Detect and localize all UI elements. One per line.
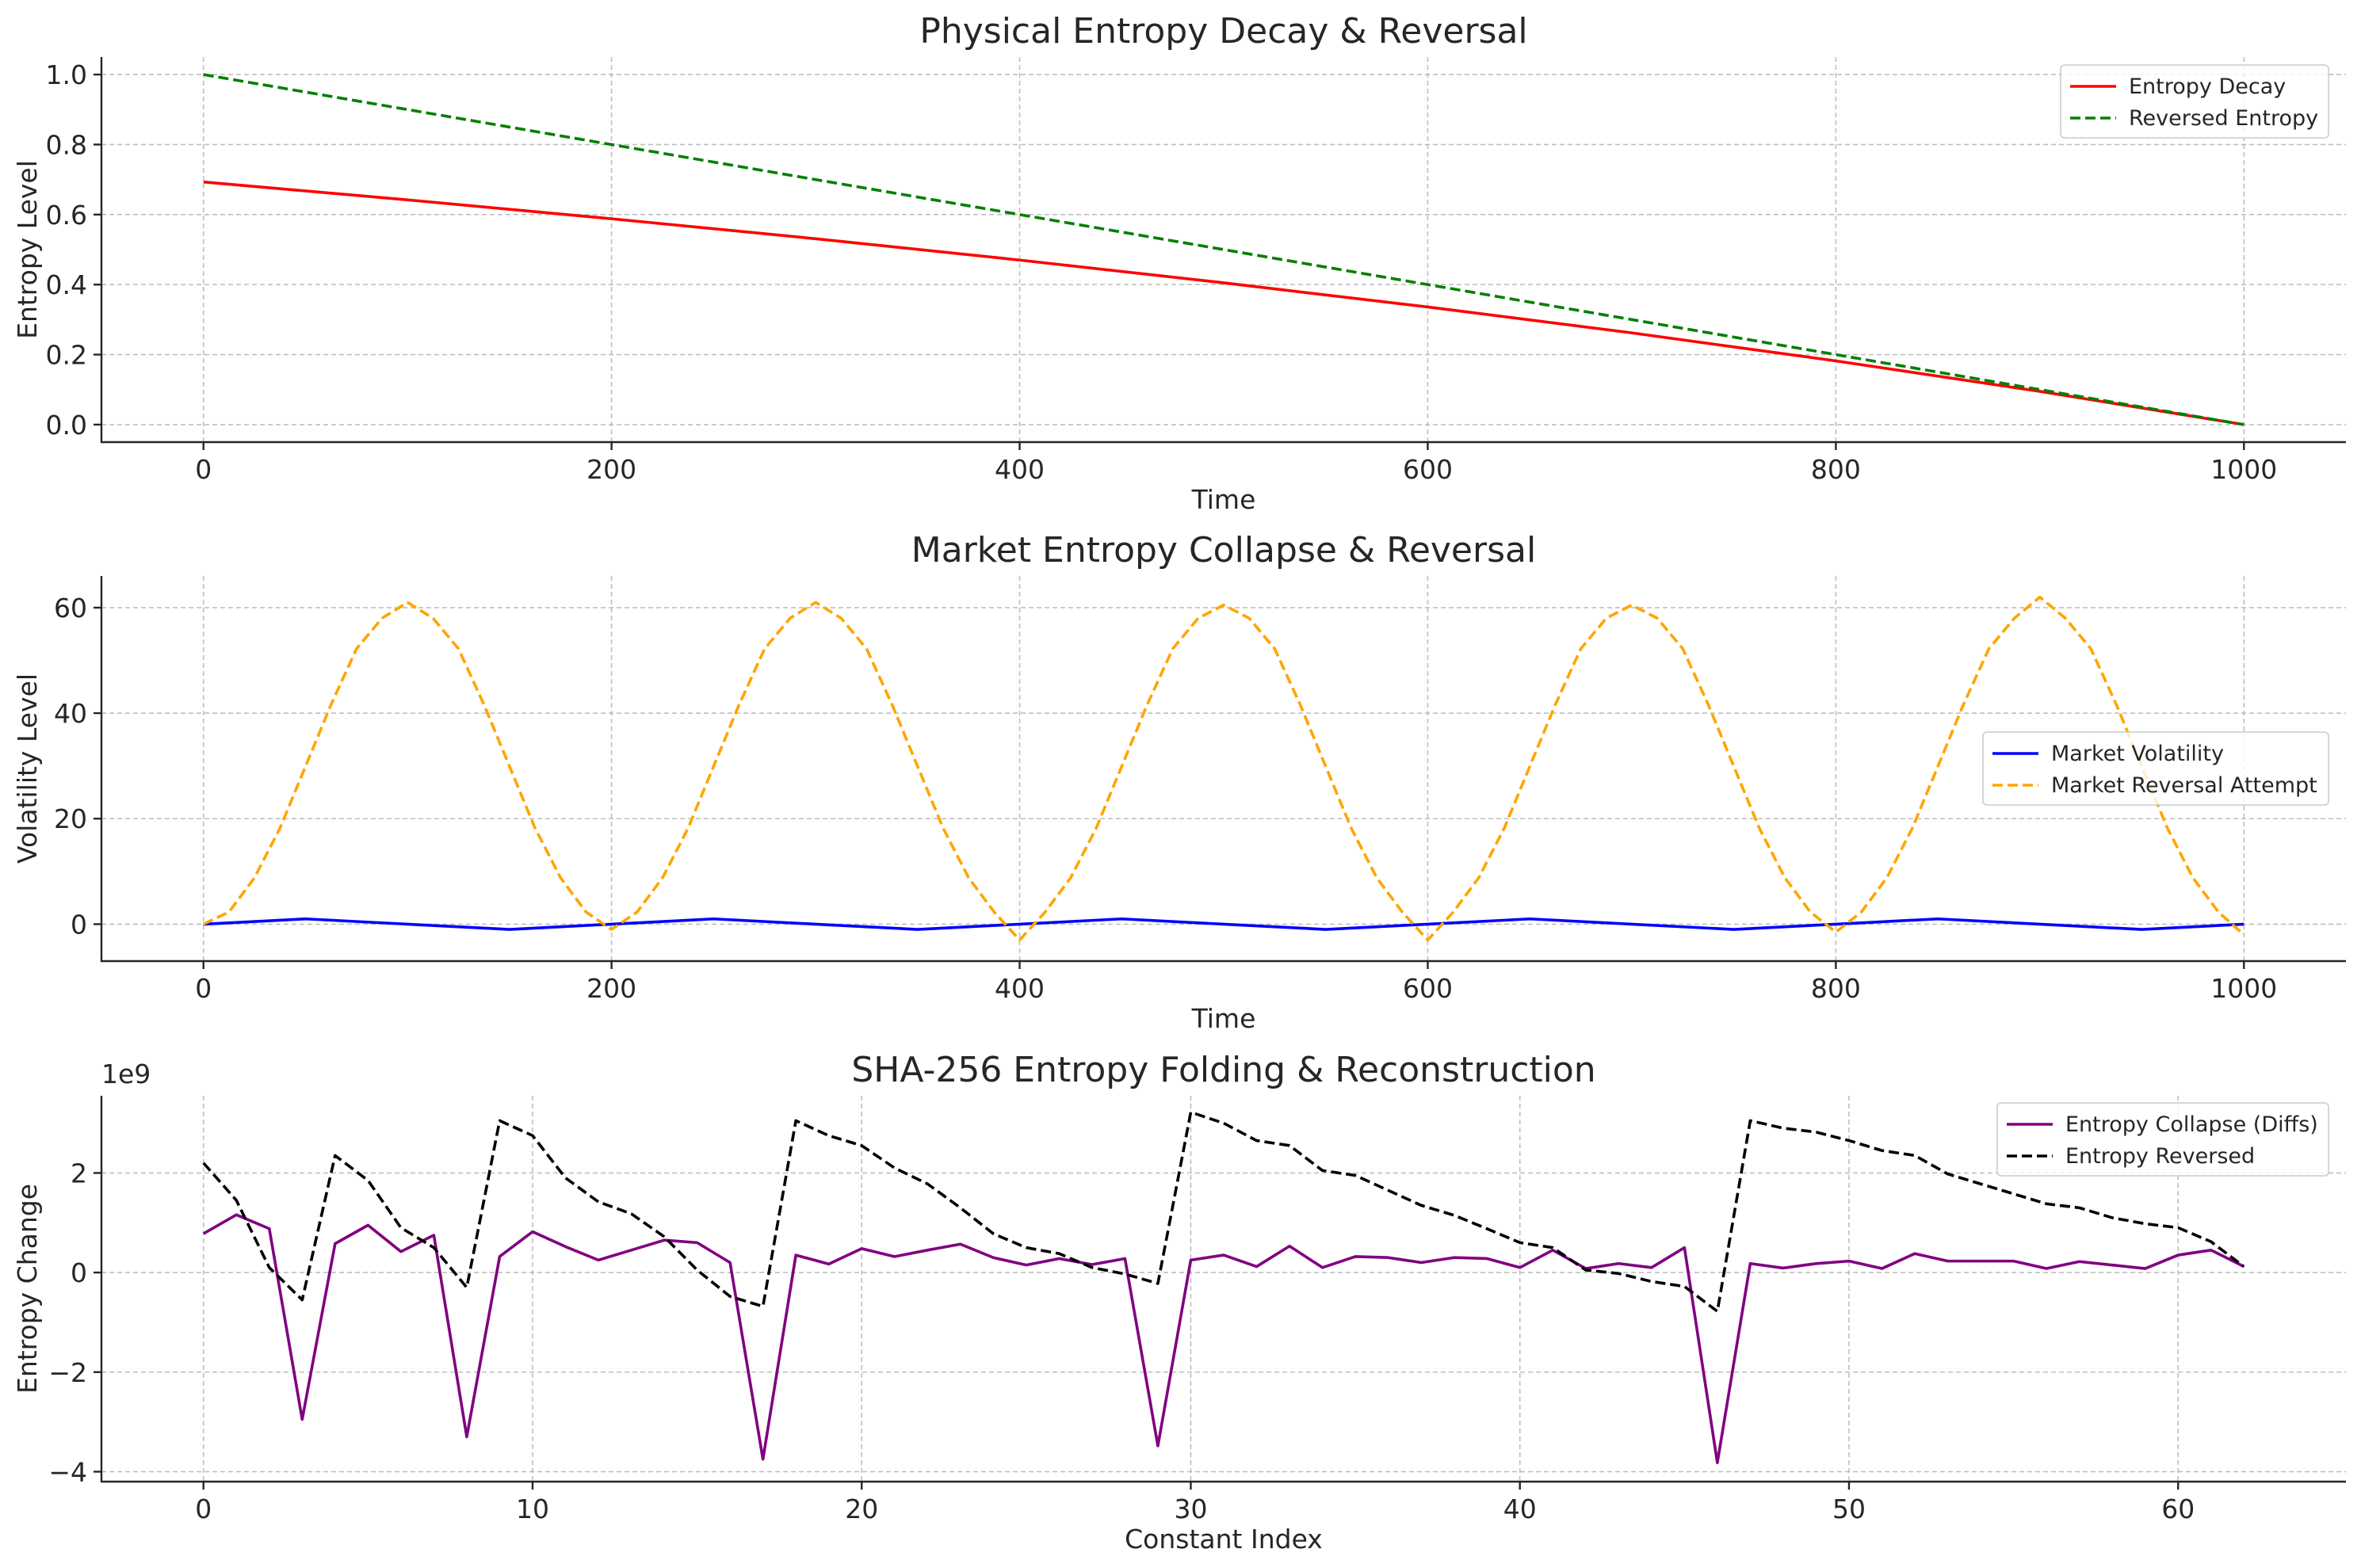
axes-spines [100,1096,2346,1483]
legend: Entropy Decay Reversed Entropy [2060,64,2329,139]
x-tick-label: 20 [845,1494,878,1524]
x-tick-label: 30 [1174,1494,1207,1524]
y-tick-label: 0.0 [46,410,87,441]
y-tick-label: 2 [71,1158,87,1188]
chart-title: Market Entropy Collapse & Reversal [911,530,1536,570]
legend-label-entropy-decay: Entropy Decay [2129,74,2286,99]
x-tick-label: 800 [1811,973,1861,1004]
x-axis-label: Constant Index [1125,1524,1323,1555]
y-tick-label: −4 [48,1456,87,1487]
legend: Entropy Collapse (Diffs) Entropy Reverse… [1996,1102,2329,1177]
y-tick-label: 0 [71,909,87,940]
series-line-entropy-reversed [202,1110,2245,1313]
x-tick-label: 10 [516,1494,549,1524]
legend-box [1996,1102,2329,1177]
y-tick-label: −2 [48,1357,87,1388]
x-tick-label: 600 [1403,454,1453,485]
legend-label-market-reversal-attempt: Market Reversal Attempt [2051,773,2317,798]
x-axis-label: Time [1191,1003,1256,1034]
y-axis-label: Entropy Change [12,1184,43,1394]
chart-title: SHA-256 Entropy Folding & Reconstruction [851,1050,1595,1090]
legend: Market Volatility Market Reversal Attemp… [1982,731,2329,806]
x-tick-label: 0 [195,1494,212,1524]
y-axis-offset-label: 1e9 [101,1059,151,1089]
y-axis-label: Entropy Level [12,160,43,339]
y-tick-label: 0 [71,1257,87,1288]
series-line-entropy-decay [203,180,2244,426]
legend-box [2060,64,2329,139]
axes-spines [100,576,2346,963]
y-tick-label: 20 [54,803,87,834]
y-tick-label: 0.6 [46,200,87,231]
y-tick-label: 0.4 [46,269,87,300]
x-tick-label: 1000 [2210,454,2277,485]
series-line-entropy-collapse-diffs [202,1213,2245,1464]
legend-label-reversed-entropy: Reversed Entropy [2129,106,2318,131]
y-tick-label: 1.0 [46,59,87,90]
series-line-reversed-entropy [203,73,2244,426]
x-tick-label: 400 [995,973,1045,1004]
x-tick-label: 800 [1811,454,1861,485]
y-tick-label: 60 [54,593,87,624]
x-axis-label: Time [1191,484,1256,515]
legend-label-entropy-reversed: Entropy Reversed [2065,1144,2255,1169]
x-tick-label: 600 [1403,973,1453,1004]
x-tick-label: 400 [995,454,1045,485]
legend-box [1982,731,2329,806]
y-tick-label: 40 [54,698,87,729]
x-tick-label: 0 [195,973,212,1004]
chart-panel-sha256-entropy: 0 10 20 30 40 50 60 −4 −2 0 2 SHA-256 Entropy Fold… [12,1050,2346,1555]
chart-panel-physical-entropy: 0 200 400 600 800 1000 0.0 0.2 0.4 0.6 0.8 1.0 Phys… [12,11,2346,515]
chart-panel-market-entropy: 0 200 400 600 800 1000 0 20 40 60 Market Entropy … [12,530,2346,1034]
y-axis-label: Volatility Level [12,673,43,864]
series-line-market-reversal-attempt [202,595,2245,942]
x-tick-label: 200 [586,973,636,1004]
x-tick-label: 0 [195,454,212,485]
series-line-market-volatility [203,917,2244,931]
y-tick-label: 0.8 [46,129,87,160]
legend-label-entropy-collapse: Entropy Collapse (Diffs) [2065,1112,2318,1137]
y-tick-label: 0.2 [46,340,87,371]
x-tick-label: 50 [1832,1494,1866,1524]
x-tick-label: 60 [2161,1494,2195,1524]
x-tick-label: 40 [1503,1494,1537,1524]
x-tick-label: 1000 [2210,973,2277,1004]
x-tick-label: 200 [586,454,636,485]
legend-label-market-volatility: Market Volatility [2051,742,2224,766]
chart-title: Physical Entropy Decay & Reversal [919,11,1527,52]
axes-spines [100,57,2346,444]
